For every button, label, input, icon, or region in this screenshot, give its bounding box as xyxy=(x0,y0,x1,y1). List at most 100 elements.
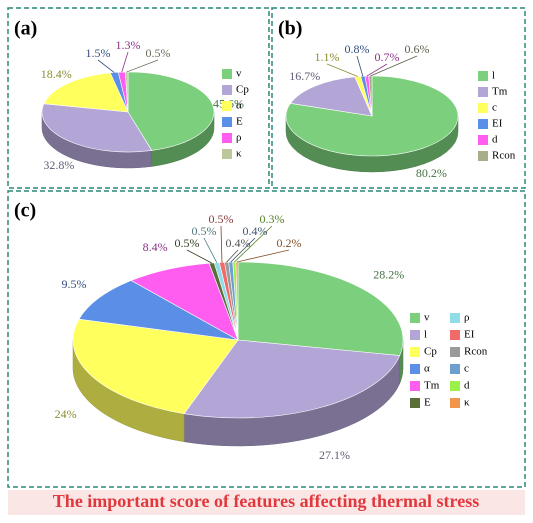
slice xyxy=(78,280,239,341)
value-label: 0.5% xyxy=(146,46,171,60)
legend-swatch xyxy=(222,69,232,79)
legend-label: α xyxy=(424,363,430,375)
legend-label: E xyxy=(236,116,243,128)
caption-band xyxy=(8,490,525,515)
legend-label: EI xyxy=(492,118,503,130)
value-label: 27.1% xyxy=(319,448,350,462)
legend-swatch xyxy=(478,87,488,97)
value-label: 0.2% xyxy=(277,236,302,250)
value-label: 0.3% xyxy=(260,212,285,226)
value-label: 0.8% xyxy=(345,42,370,56)
slice xyxy=(183,339,401,419)
leader-line xyxy=(366,63,388,77)
leader-line xyxy=(236,249,290,263)
value-label: 0.5% xyxy=(192,224,217,238)
pie-tops xyxy=(285,75,459,157)
legend-label: Rcon xyxy=(464,346,488,358)
legend-label: c xyxy=(492,102,497,114)
value-label: 9.5% xyxy=(61,277,86,291)
legend-swatch xyxy=(222,101,232,111)
leader-line xyxy=(370,55,418,77)
legend-swatch xyxy=(450,381,460,391)
legend-swatch xyxy=(478,119,488,129)
value-label: 80.2% xyxy=(416,166,447,180)
leader-line xyxy=(97,59,115,73)
legend-label: α xyxy=(236,100,242,112)
legend-swatch xyxy=(410,364,420,374)
value-label: 1.5% xyxy=(86,46,111,60)
legend-swatch xyxy=(410,347,420,357)
legend-label: d xyxy=(492,134,498,146)
legend-swatch xyxy=(478,135,488,145)
legend-label: d xyxy=(464,380,470,392)
value-label: 28.2% xyxy=(373,268,404,282)
slice xyxy=(127,71,215,151)
value-label: 0.5% xyxy=(209,212,234,226)
legend-swatch xyxy=(222,85,232,95)
panel-c xyxy=(7,190,526,488)
leader-line xyxy=(226,249,239,263)
legend-label: κ xyxy=(236,148,242,160)
legend-label: ρ xyxy=(236,132,242,144)
value-label: 0.4% xyxy=(226,236,251,250)
caption: The important score of features affectin… xyxy=(53,491,479,511)
leader-line xyxy=(126,59,159,73)
legend-swatch xyxy=(222,133,232,143)
leader-line xyxy=(356,55,364,77)
value-label: 32.8% xyxy=(43,158,74,172)
legend-swatch xyxy=(222,149,232,159)
slice xyxy=(43,72,129,113)
legend-label: Rcon xyxy=(492,150,516,162)
value-label: 0.5% xyxy=(175,236,200,250)
legend-label: E xyxy=(424,397,431,409)
leader-line xyxy=(234,225,273,263)
legend-label: EI xyxy=(464,329,475,341)
value-label: 0.7% xyxy=(375,50,400,64)
legend-swatch xyxy=(478,71,488,81)
panel-a xyxy=(7,7,270,189)
leader-line xyxy=(230,237,256,263)
legend-swatch xyxy=(450,398,460,408)
legend-label: v xyxy=(424,312,430,324)
value-label: 1.1% xyxy=(315,50,340,64)
value-label: 8.4% xyxy=(143,240,168,254)
value-label: 1.3% xyxy=(116,38,141,52)
value-label: 18.4% xyxy=(41,67,72,81)
legend-label: v xyxy=(236,68,242,80)
pie-tops xyxy=(72,261,404,419)
panel-b xyxy=(271,7,526,189)
legend-swatch xyxy=(450,347,460,357)
panel-label: (c) xyxy=(14,200,36,222)
slice xyxy=(124,71,129,113)
slice xyxy=(289,76,373,117)
legend-label: Tm xyxy=(492,86,508,98)
legend-swatch xyxy=(410,398,420,408)
legend-label: l xyxy=(492,70,495,82)
legend-label: l xyxy=(424,329,427,341)
legend-swatch xyxy=(450,364,460,374)
legend-swatch xyxy=(410,313,420,323)
legend-swatch xyxy=(450,330,460,340)
leader-line xyxy=(203,237,218,263)
legend-label: Cp xyxy=(236,84,249,96)
leader-line xyxy=(186,249,212,264)
legend-label: Tm xyxy=(424,380,440,392)
leader-line xyxy=(220,225,223,263)
legend-label: c xyxy=(464,363,469,375)
slice xyxy=(41,103,153,153)
slice xyxy=(72,318,239,415)
leader-line xyxy=(121,51,129,73)
legend-swatch xyxy=(478,151,488,161)
slice xyxy=(237,261,404,356)
legend-label: κ xyxy=(464,397,470,409)
pie-tops xyxy=(41,71,215,153)
panel-label: (b) xyxy=(278,18,302,40)
legend-label: Cp xyxy=(424,346,437,358)
legend-swatch xyxy=(410,381,420,391)
leader-line xyxy=(326,63,358,77)
value-label: 16.7% xyxy=(289,69,320,83)
panel-label: (a) xyxy=(14,18,37,40)
legend-swatch xyxy=(478,103,488,113)
legend-swatch xyxy=(410,330,420,340)
